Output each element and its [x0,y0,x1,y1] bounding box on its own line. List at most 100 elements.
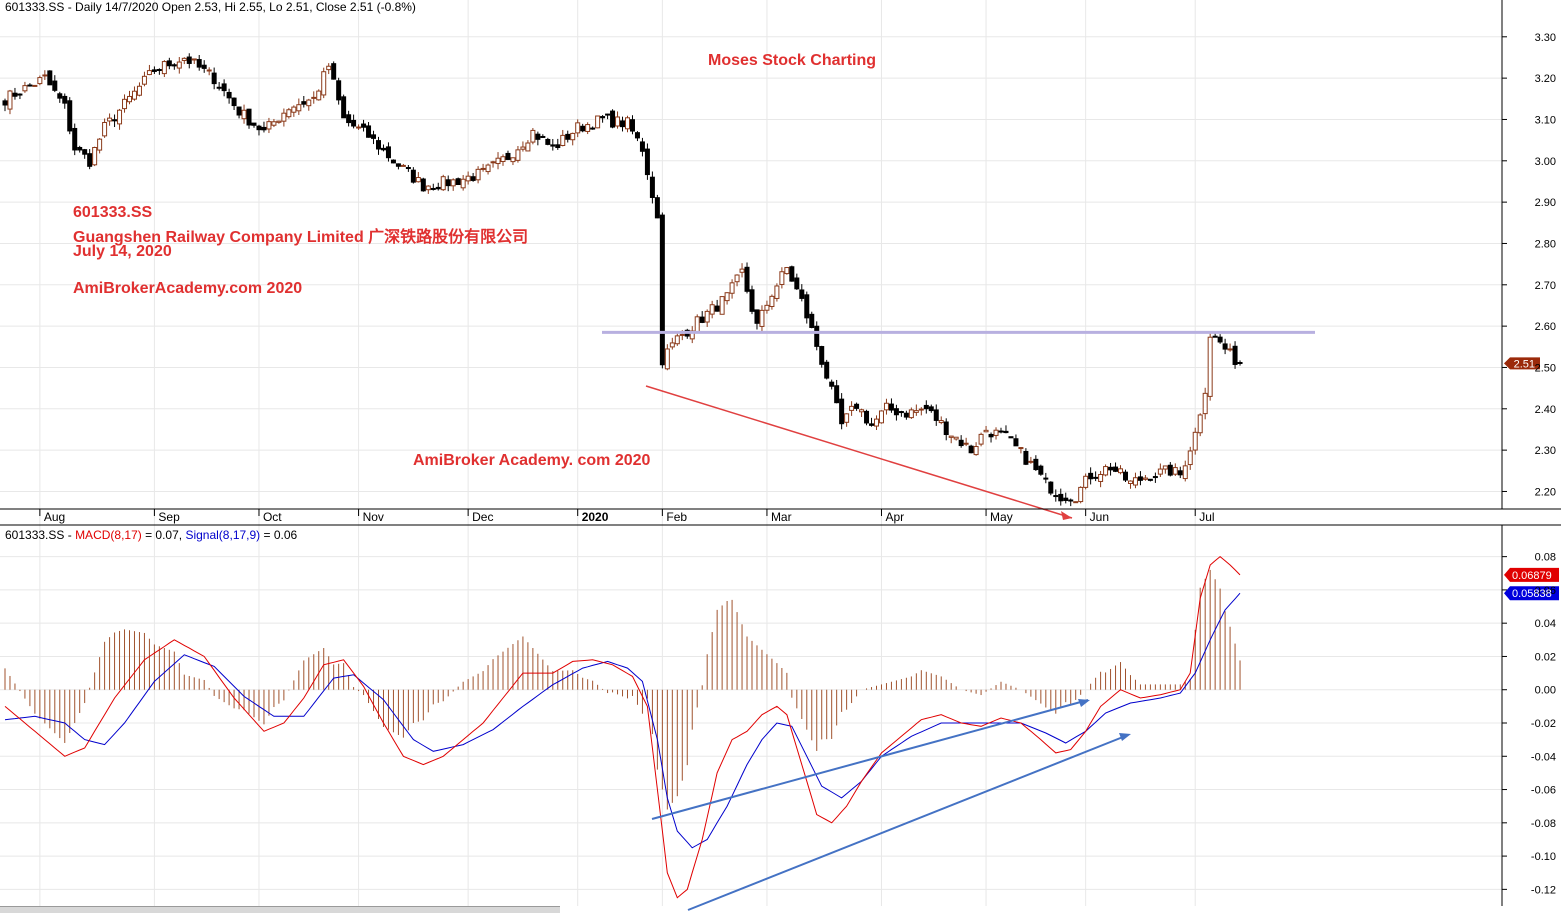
candle-body [719,296,725,315]
candle-body [171,64,177,67]
candle-body [659,214,665,366]
candle-body [829,381,835,387]
candle-body [709,304,715,315]
candle-body [1063,497,1069,501]
candle-body [664,348,670,370]
macd-tick-label: 0.06 [1535,585,1556,597]
candle-body [1232,345,1238,365]
candle-body [371,134,377,139]
candle-body [241,109,247,120]
candle-body [724,292,730,302]
candle-body [176,61,182,69]
candle-body [839,398,845,425]
candle-body [2,100,8,106]
candle-body [410,169,416,183]
candle-body [276,120,282,123]
candle-body [993,429,999,436]
candle-body [32,84,38,87]
candle-body [734,274,740,283]
candle-body [151,69,157,72]
candle-body [918,408,924,411]
month-label: 2020 [582,510,609,524]
candle-body [1192,431,1198,451]
signal-legend-value: = 0.06 [260,528,298,542]
candle-body [595,115,601,129]
macd-value-tag [1504,567,1559,582]
candle-body [1177,470,1183,476]
macd-tick-label: 0.04 [1535,618,1556,630]
candle-body [216,86,222,89]
candle-body [704,310,710,323]
candle-body [281,112,287,122]
candle-body [112,119,118,122]
price-tick-label: 3.20 [1535,73,1556,85]
candle-body [166,60,172,67]
sheet-tab-strip[interactable] [0,906,560,913]
candle-body [440,176,446,191]
signal-value-tag [1504,586,1559,601]
candle-body [804,294,810,319]
price-grid [0,0,1502,906]
candle-body [296,104,302,112]
candle-body [156,69,162,72]
axis-labels: 2.20 2.30 2.40 2.50 2.60 2.70 2.80 2.90 3.00 3.10… [44,32,1556,897]
candle-body [799,289,805,299]
candle-body [1182,465,1188,480]
candle-body [784,267,790,275]
candle-body [600,116,606,119]
candle-body [1147,478,1153,481]
candle-body [933,409,939,421]
macd-panel-header: 601333.SS - MACD(8,17) = 0.07, Signal(8,… [5,528,297,542]
candle-body [515,149,521,161]
candle-body [226,91,232,99]
candle-body [1217,336,1223,343]
candle-body [141,75,147,85]
site-annotation-1: AmiBrokerAcademy.com 2020 [73,280,303,297]
candle-body [565,133,571,140]
candle-body [131,90,137,100]
price-tick-label: 2.80 [1535,238,1556,250]
candle-body [271,121,277,126]
candle-body [988,433,994,438]
candle-body [490,161,496,164]
candle-body [629,119,635,132]
candle-body [878,410,884,424]
candle-body [405,167,411,170]
candle-body [42,74,48,77]
candle-body [1073,501,1079,504]
candle-body [649,176,655,198]
candle-body [191,58,197,61]
candle-body [545,138,551,145]
candle-body [1162,465,1168,470]
candle-body [470,176,476,181]
macd-legend-value: = 0.07, [141,528,186,542]
candle-body [1127,480,1133,484]
candle-body [634,132,640,139]
candle-body [480,167,486,170]
candle-body [555,144,561,149]
candle-body [769,295,775,307]
macd-grid [0,556,1502,890]
price-tick-label: 2.40 [1535,404,1556,416]
candle-body [605,113,611,116]
price-tick-label: 2.50 [1535,362,1556,374]
candle-body [893,408,899,416]
candle-body [864,410,870,424]
month-label: Apr [885,510,904,524]
candle-body [819,346,825,365]
candle-body [759,309,765,327]
downtrend-arrowhead [1061,511,1072,520]
candle-body [679,333,685,336]
candle-body [1222,343,1228,350]
price-tick-label: 2.60 [1535,321,1556,333]
candle-body [669,342,675,348]
candle-body [52,80,58,91]
candlestick-series [2,53,1243,507]
candle-body [77,146,83,151]
candle-body [560,134,566,146]
signal-line [4,592,1241,849]
candle-body [336,80,342,101]
candle-body [874,418,879,427]
